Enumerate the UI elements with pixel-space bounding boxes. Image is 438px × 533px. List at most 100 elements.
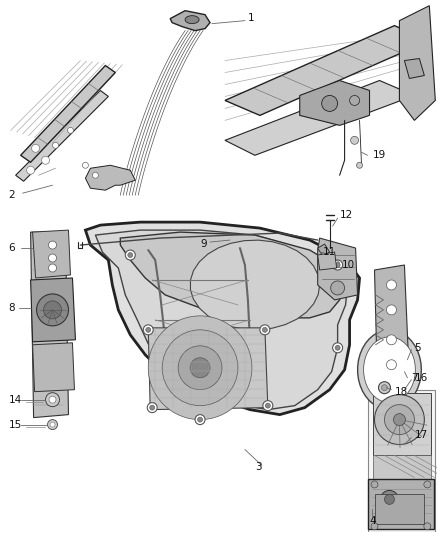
Polygon shape <box>225 26 429 116</box>
Polygon shape <box>358 330 421 409</box>
Polygon shape <box>31 232 68 417</box>
Circle shape <box>378 382 390 394</box>
Circle shape <box>50 422 55 427</box>
Circle shape <box>143 325 153 335</box>
Polygon shape <box>318 252 337 270</box>
Circle shape <box>67 127 74 133</box>
Circle shape <box>350 136 359 144</box>
Circle shape <box>37 294 68 326</box>
Circle shape <box>263 401 273 410</box>
Polygon shape <box>21 66 115 162</box>
Circle shape <box>386 305 396 315</box>
Circle shape <box>381 385 388 391</box>
Text: 4: 4 <box>370 516 376 526</box>
Circle shape <box>49 264 57 272</box>
Circle shape <box>371 523 378 530</box>
Polygon shape <box>225 80 414 155</box>
Circle shape <box>331 281 345 295</box>
Circle shape <box>386 335 396 345</box>
Polygon shape <box>120 232 343 318</box>
Circle shape <box>393 414 406 425</box>
Circle shape <box>162 330 238 406</box>
Text: 18: 18 <box>395 386 408 397</box>
Polygon shape <box>367 390 435 532</box>
Text: 5: 5 <box>414 343 421 353</box>
Text: 6: 6 <box>9 243 15 253</box>
Polygon shape <box>85 222 360 415</box>
Circle shape <box>386 360 396 370</box>
Polygon shape <box>372 393 431 455</box>
Circle shape <box>82 162 88 168</box>
Polygon shape <box>85 165 135 190</box>
Circle shape <box>386 280 396 290</box>
Polygon shape <box>399 6 435 120</box>
Text: 3: 3 <box>255 463 261 472</box>
Text: 15: 15 <box>9 419 22 430</box>
Bar <box>374 495 424 524</box>
Polygon shape <box>367 480 434 529</box>
Circle shape <box>49 254 57 262</box>
Ellipse shape <box>185 15 199 23</box>
Polygon shape <box>32 343 74 392</box>
Circle shape <box>424 523 431 530</box>
Circle shape <box>190 358 210 378</box>
Polygon shape <box>222 3 435 195</box>
Circle shape <box>335 345 340 350</box>
Circle shape <box>146 327 151 333</box>
Polygon shape <box>3 3 215 195</box>
Text: 2: 2 <box>9 190 15 200</box>
Polygon shape <box>372 455 431 480</box>
Circle shape <box>350 95 360 106</box>
Polygon shape <box>404 59 424 78</box>
Text: 12: 12 <box>339 210 353 220</box>
Polygon shape <box>318 238 357 300</box>
Polygon shape <box>31 278 75 342</box>
Circle shape <box>198 417 202 422</box>
Text: 9: 9 <box>200 239 207 249</box>
Circle shape <box>49 241 57 249</box>
Polygon shape <box>170 11 210 30</box>
Text: 16: 16 <box>414 373 427 383</box>
Polygon shape <box>95 230 348 410</box>
Polygon shape <box>318 244 330 256</box>
Polygon shape <box>374 265 410 385</box>
Circle shape <box>48 419 57 430</box>
Text: 14: 14 <box>9 394 22 405</box>
Circle shape <box>374 394 424 445</box>
Circle shape <box>357 162 363 168</box>
Circle shape <box>49 396 56 403</box>
Polygon shape <box>364 337 415 402</box>
Circle shape <box>46 393 60 407</box>
Circle shape <box>53 142 59 148</box>
Circle shape <box>407 503 421 516</box>
Circle shape <box>385 495 395 504</box>
Circle shape <box>381 490 399 508</box>
Circle shape <box>424 481 431 488</box>
Circle shape <box>262 327 267 333</box>
Circle shape <box>125 250 135 260</box>
Text: 19: 19 <box>372 150 386 160</box>
Text: 1: 1 <box>248 13 254 22</box>
Polygon shape <box>148 328 268 410</box>
Circle shape <box>321 95 338 111</box>
Circle shape <box>92 172 99 178</box>
Circle shape <box>260 325 270 335</box>
Circle shape <box>178 346 222 390</box>
Text: 8: 8 <box>9 303 15 313</box>
Polygon shape <box>32 230 71 278</box>
Circle shape <box>332 260 343 270</box>
Circle shape <box>128 253 133 257</box>
Circle shape <box>148 316 252 419</box>
Circle shape <box>335 263 340 268</box>
Circle shape <box>147 402 157 413</box>
Polygon shape <box>16 91 108 181</box>
Circle shape <box>265 403 270 408</box>
Circle shape <box>371 481 378 488</box>
Polygon shape <box>300 80 370 125</box>
Circle shape <box>385 405 414 434</box>
Text: 10: 10 <box>342 260 355 270</box>
Circle shape <box>32 144 39 152</box>
Circle shape <box>195 415 205 425</box>
Circle shape <box>27 166 35 174</box>
Circle shape <box>42 156 49 164</box>
